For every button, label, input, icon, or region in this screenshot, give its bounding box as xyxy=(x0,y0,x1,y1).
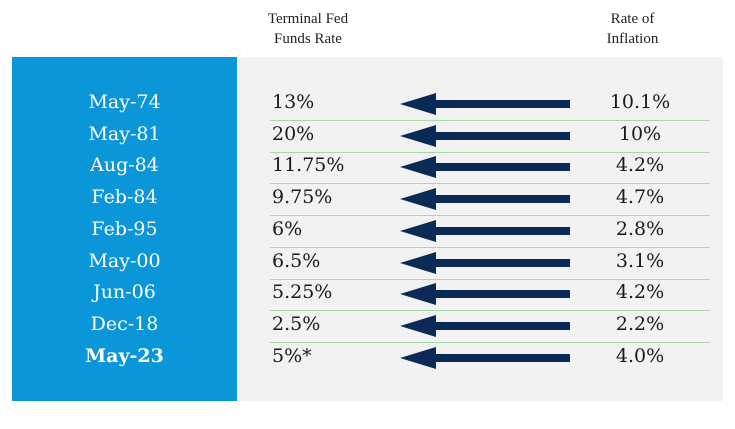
arrow-shape xyxy=(400,219,570,242)
date-panel xyxy=(12,57,237,401)
row-date: Feb-84 xyxy=(91,186,158,209)
arrow-shape xyxy=(400,346,570,369)
row-rate: 5%* xyxy=(272,344,312,367)
row-date: Aug-84 xyxy=(90,154,159,177)
arrow xyxy=(400,93,570,115)
row-rule xyxy=(270,151,710,153)
row-inflation: 3.1% xyxy=(615,249,665,272)
row-rate: 20% xyxy=(272,122,315,145)
arrow xyxy=(400,156,570,179)
arrow-shape xyxy=(400,93,570,115)
row-date: May-74 xyxy=(88,91,161,113)
row-rate: 9.75% xyxy=(272,186,333,209)
arrow xyxy=(400,219,570,242)
row-inflation: 10% xyxy=(618,122,662,145)
row-rule xyxy=(270,215,710,217)
row-inflation: 10.1% xyxy=(609,91,671,113)
row-rule xyxy=(270,183,710,185)
row-inflation: 2.2% xyxy=(615,312,665,335)
row-date: May-81 xyxy=(88,122,161,145)
arrow-shape xyxy=(400,283,570,306)
row-date: May-23 xyxy=(85,344,164,367)
row-inflation: 4.7% xyxy=(615,186,665,209)
row-rate: 11.75% xyxy=(272,154,345,177)
row-rule xyxy=(270,246,710,248)
arrow xyxy=(400,188,570,211)
arrow xyxy=(400,124,570,147)
row-inflation: 4.0% xyxy=(615,344,665,367)
rate-header: Terminal Fed Funds Rate xyxy=(267,11,349,47)
arrow xyxy=(400,314,570,337)
row-rate: 13% xyxy=(272,91,315,113)
row-rule xyxy=(270,310,710,312)
row-rule xyxy=(270,120,710,121)
arrow xyxy=(400,283,570,306)
arrow xyxy=(400,346,570,369)
row-date: Jun-06 xyxy=(93,281,156,304)
arrow-shape xyxy=(400,124,570,147)
row-rate: 5.25% xyxy=(272,281,333,304)
row-date: Feb-95 xyxy=(91,217,158,240)
row-date: Dec-18 xyxy=(90,312,159,335)
row-inflation: 4.2% xyxy=(615,281,665,304)
arrow-shape xyxy=(400,156,570,179)
row-inflation: 2.8% xyxy=(615,217,665,240)
inflation-header: Rate of Inflation xyxy=(606,11,659,47)
row-date: May-00 xyxy=(88,249,161,272)
row-inflation: 4.2% xyxy=(615,154,665,177)
arrow-shape xyxy=(400,251,570,274)
row-rate: 6.5% xyxy=(272,249,321,272)
row-rule xyxy=(270,278,710,280)
row-rate: 6% xyxy=(272,217,303,240)
arrow xyxy=(400,251,570,274)
arrow-shape xyxy=(400,314,570,337)
arrow-shape xyxy=(400,188,570,211)
row-rule xyxy=(270,341,710,343)
row-rate: 2.5% xyxy=(272,312,321,335)
